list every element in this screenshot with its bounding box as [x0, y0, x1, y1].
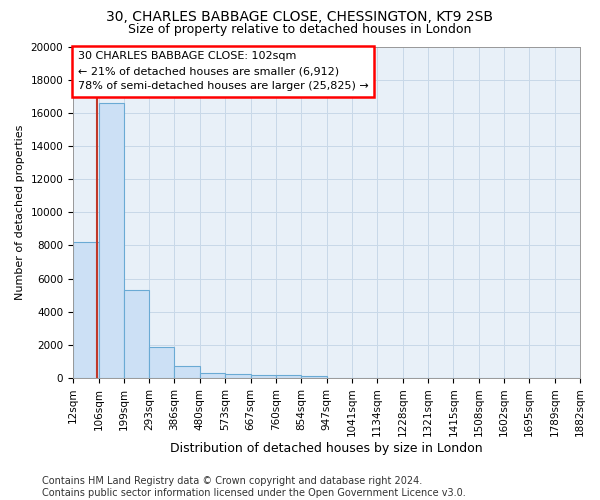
Text: 30, CHARLES BABBAGE CLOSE, CHESSINGTON, KT9 2SB: 30, CHARLES BABBAGE CLOSE, CHESSINGTON, …	[107, 10, 493, 24]
Bar	[73, 242, 98, 378]
Text: Size of property relative to detached houses in London: Size of property relative to detached ho…	[128, 22, 472, 36]
X-axis label: Distribution of detached houses by size in London: Distribution of detached houses by size …	[170, 442, 483, 455]
Bar	[149, 348, 175, 378]
Bar	[124, 290, 149, 378]
Text: Contains HM Land Registry data © Crown copyright and database right 2024.
Contai: Contains HM Land Registry data © Crown c…	[42, 476, 466, 498]
Bar	[225, 374, 251, 378]
Y-axis label: Number of detached properties: Number of detached properties	[15, 124, 25, 300]
Bar	[301, 376, 326, 378]
Bar	[200, 372, 225, 378]
Bar	[175, 366, 200, 378]
Bar	[276, 375, 301, 378]
Bar	[251, 374, 276, 378]
Text: 30 CHARLES BABBAGE CLOSE: 102sqm
← 21% of detached houses are smaller (6,912)
78: 30 CHARLES BABBAGE CLOSE: 102sqm ← 21% o…	[78, 52, 368, 91]
Bar	[98, 103, 124, 378]
